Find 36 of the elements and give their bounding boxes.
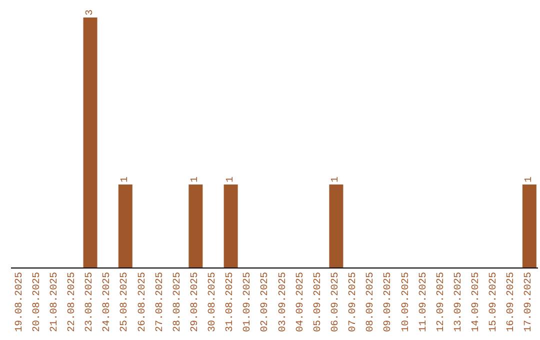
x-tick-label: 06.09.2025	[330, 272, 342, 332]
x-tick-label: 08.09.2025	[366, 272, 377, 332]
x-tick-label: 16.09.2025	[506, 272, 518, 332]
data-label: 1	[330, 176, 342, 183]
x-tick-label: 05.09.2025	[312, 272, 324, 332]
x-tick-label: 04.09.2025	[295, 272, 306, 332]
x-tick-label: 02.09.2025	[260, 272, 272, 332]
x-tick-label: 11.09.2025	[418, 272, 430, 332]
x-tick-label: 23.08.2025	[84, 272, 96, 332]
x-tick-label: 21.08.2025	[49, 272, 60, 332]
x-tick-label: 17.09.2025	[524, 272, 535, 332]
x-tick-label: 09.09.2025	[383, 272, 394, 332]
x-tick-label: 19.08.2025	[14, 272, 26, 332]
data-label: 1	[524, 176, 535, 183]
x-tick-label: 28.08.2025	[172, 272, 184, 332]
x-tick-label: 03.09.2025	[278, 272, 289, 332]
x-tick-label: 29.08.2025	[190, 272, 201, 332]
x-tick-label: 24.08.2025	[102, 272, 114, 332]
x-tick-label: 10.09.2025	[400, 272, 412, 332]
x-tick-label: 25.08.2025	[120, 272, 131, 332]
x-tick-label: 20.08.2025	[32, 272, 43, 332]
x-tick-label: 14.09.2025	[471, 272, 482, 332]
x-tick-label: 15.09.2025	[488, 272, 500, 332]
x-tick-label: 12.09.2025	[436, 272, 447, 332]
data-label: 1	[120, 176, 131, 183]
data-label: 3	[84, 10, 96, 16]
data-label: 1	[190, 176, 202, 183]
x-tick-label: 22.08.2025	[66, 272, 78, 332]
x-tick-label: 01.09.2025	[242, 272, 254, 332]
x-tick-label: 31.08.2025	[225, 272, 236, 332]
data-label: 1	[225, 176, 236, 183]
x-tick-label: 13.09.2025	[453, 272, 464, 332]
x-tick-label: 30.08.2025	[208, 272, 219, 332]
x-tick-label: 27.08.2025	[154, 272, 166, 332]
x-tick-label: 07.09.2025	[348, 272, 360, 332]
x-tick-label: 26.08.2025	[137, 272, 148, 332]
